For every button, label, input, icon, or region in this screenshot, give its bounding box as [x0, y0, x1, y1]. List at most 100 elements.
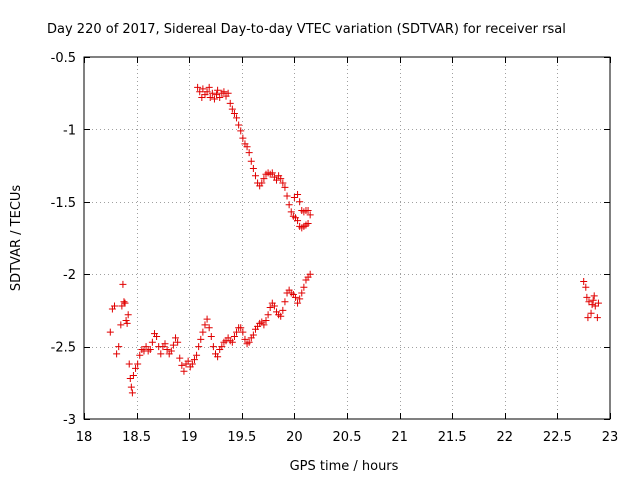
data-point — [228, 338, 236, 346]
plot-frame — [83, 56, 611, 420]
data-point — [580, 277, 588, 285]
data-point — [117, 321, 125, 329]
data-point — [111, 302, 119, 310]
data-point — [230, 332, 238, 340]
data-point — [193, 351, 201, 359]
data-point — [239, 328, 247, 336]
data-point — [260, 321, 268, 329]
data-point — [205, 324, 213, 332]
data-point — [247, 157, 255, 165]
data-point — [291, 293, 299, 301]
data-points — [106, 83, 602, 397]
data-point — [268, 169, 276, 177]
data-point — [235, 121, 243, 129]
data-point — [285, 201, 293, 209]
data-point — [264, 311, 272, 319]
data-point — [106, 328, 114, 336]
data-point — [594, 299, 602, 307]
data-point — [296, 198, 304, 206]
data-point — [210, 95, 218, 103]
y-tick-label: -1 — [63, 123, 76, 138]
data-point — [279, 306, 287, 314]
data-point — [121, 299, 129, 307]
data-point — [298, 289, 306, 297]
data-point — [153, 332, 161, 340]
data-point — [241, 335, 249, 343]
data-point — [146, 345, 154, 353]
data-point — [157, 350, 165, 358]
data-point — [214, 353, 222, 361]
x-axis-label: GPS time / hours — [290, 459, 399, 474]
data-point — [224, 89, 232, 97]
data-point — [163, 345, 171, 353]
data-point — [201, 321, 209, 329]
data-point — [113, 350, 121, 358]
data-point — [273, 176, 281, 184]
data-point — [245, 149, 253, 157]
data-point — [593, 314, 601, 322]
y-axis-label: SDTVAR / TECUs — [9, 185, 24, 292]
data-point — [270, 302, 278, 310]
data-point — [218, 343, 226, 351]
y-tick-label: -3 — [63, 413, 76, 428]
x-tick-label: 19 — [181, 430, 198, 445]
x-tick-label: 21 — [391, 430, 408, 445]
data-point — [207, 332, 215, 340]
data-point — [245, 338, 253, 346]
series-lower-arc — [106, 270, 314, 397]
data-point — [220, 88, 228, 96]
data-point — [304, 220, 312, 228]
data-point — [281, 298, 289, 306]
data-point — [136, 351, 144, 359]
y-tick-label: -2 — [63, 268, 76, 283]
data-point — [169, 341, 177, 349]
data-point — [209, 343, 217, 351]
data-point — [294, 191, 302, 199]
data-point — [206, 94, 214, 102]
data-point — [277, 312, 285, 320]
data-point — [239, 134, 247, 142]
data-point — [216, 94, 224, 102]
data-point — [126, 374, 134, 382]
data-point — [260, 175, 268, 183]
data-point — [294, 217, 302, 225]
data-point — [194, 83, 202, 91]
data-point — [142, 343, 150, 351]
data-point — [587, 309, 595, 317]
data-point — [167, 347, 175, 355]
data-point — [174, 338, 182, 346]
data-point — [279, 179, 287, 187]
data-point — [249, 331, 257, 339]
data-point — [262, 317, 270, 325]
data-point — [115, 343, 123, 351]
data-point — [199, 85, 207, 93]
data-point — [582, 283, 590, 291]
series-upper-arc — [194, 83, 314, 232]
data-point — [584, 314, 592, 322]
data-point — [199, 328, 207, 336]
data-point — [129, 372, 137, 380]
data-point — [195, 343, 203, 351]
data-point — [127, 383, 135, 391]
data-point — [124, 311, 132, 319]
data-point — [203, 88, 211, 96]
data-point — [306, 211, 314, 219]
data-point — [161, 340, 169, 348]
y-tick-labels: -3 -2.5 -2 -1.5 -1 -0.5 — [51, 51, 76, 428]
chart-title: Day 220 of 2017, Sidereal Day-to-day VTE… — [47, 22, 566, 37]
data-point — [585, 298, 593, 306]
x-tick-label: 22 — [497, 430, 514, 445]
data-point — [233, 114, 241, 122]
data-point — [591, 302, 599, 310]
data-point — [583, 293, 591, 301]
data-point — [205, 83, 213, 91]
data-point — [148, 338, 156, 346]
data-point — [300, 283, 308, 291]
x-tick-label: 20 — [286, 430, 303, 445]
data-point — [178, 361, 186, 369]
data-point — [125, 360, 133, 368]
x-tick-label: 21.5 — [438, 430, 467, 445]
data-point — [134, 360, 142, 368]
data-point — [122, 317, 130, 325]
